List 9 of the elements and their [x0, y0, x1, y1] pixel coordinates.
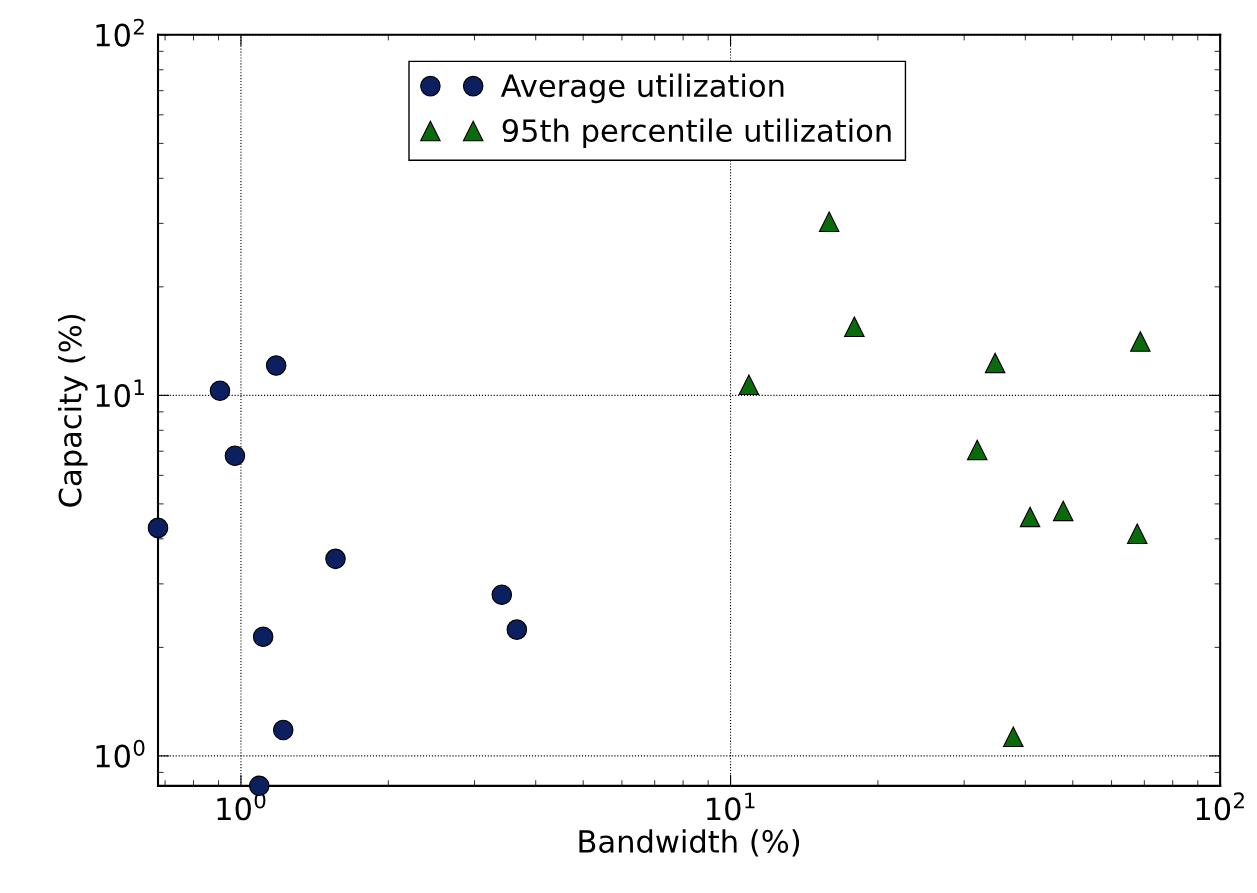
y-tick-label: 10$^{1}$ [96, 379, 144, 408]
legend-label: 95th percentile utilization [502, 118, 891, 149]
x-axis-title: Bandwidth (%) [579, 829, 800, 857]
y-tick-label: 10$^{2}$ [96, 18, 144, 47]
y-tick-label: 10$^{0}$ [96, 739, 145, 768]
y-axis-title: Capacity (%) [57, 314, 88, 507]
x-tick-label: 10$^{2}$ [1196, 792, 1244, 821]
legend-label: Average utilization [500, 73, 784, 104]
x-tick-label: 10$^{1}$ [707, 792, 755, 821]
